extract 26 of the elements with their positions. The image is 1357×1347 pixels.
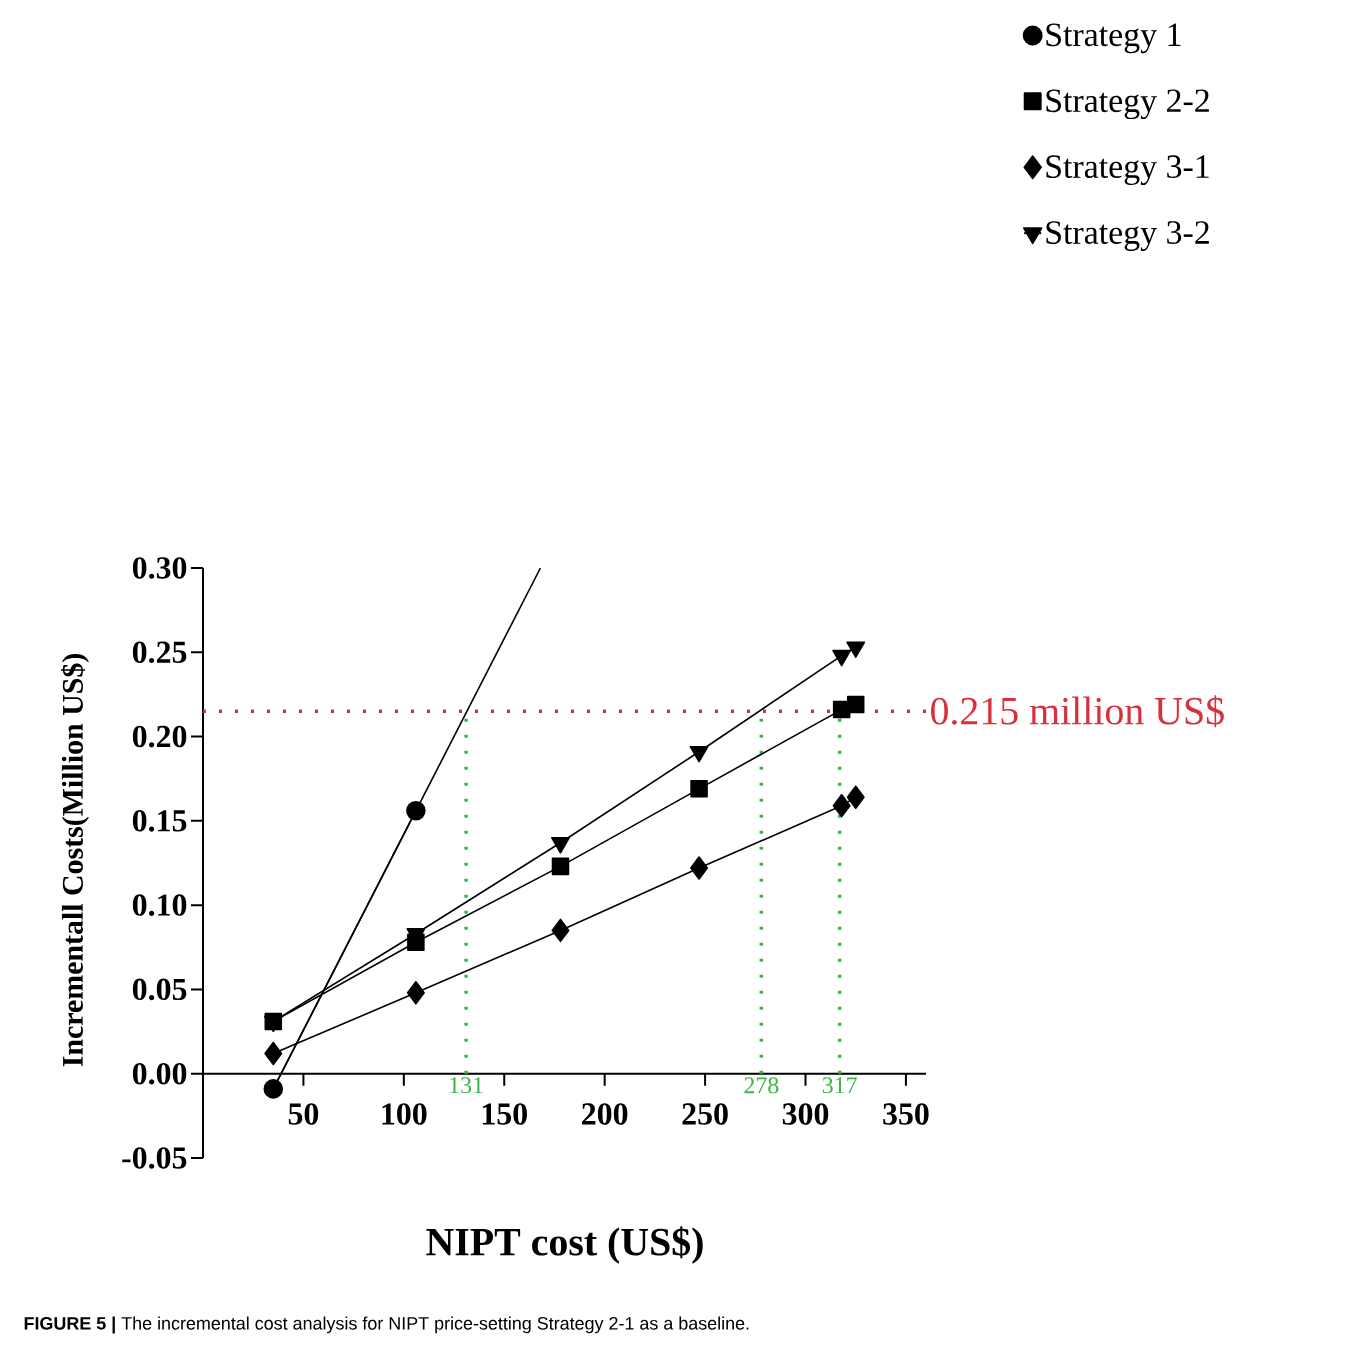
x-tick-label: 300: [782, 1103, 829, 1125]
ref-line-label: 131: [450, 1077, 483, 1094]
ref-line-label: 317: [822, 1077, 857, 1094]
x-tick-label: 50: [288, 1103, 319, 1125]
legend-label: Strategy 3-2: [1046, 221, 1209, 251]
y-tick-label: 0.30: [132, 557, 187, 579]
x-tick-label: 150: [482, 1103, 527, 1125]
ref-line-label: 0.215 million US$: [931, 695, 1224, 728]
y-tick-label: 0.05: [132, 978, 187, 1001]
y-tick-label: 0.00: [132, 1062, 187, 1085]
legend-label: Strategy 1: [1046, 23, 1181, 54]
x-tick-label: 200: [582, 1103, 628, 1125]
y-tick-label: -0.05: [122, 1147, 187, 1169]
y-tick-label: 0.15: [132, 810, 187, 832]
x-tick-label: 350: [883, 1103, 929, 1125]
x-axis-title: NIPT cost (US$): [426, 1226, 703, 1264]
x-tick-label: 100: [382, 1103, 427, 1125]
text: FIGURE 5 | The incremental cost analysis for NIPT price-setting Strategy 2-1 as a baseline.: [24, 1316, 749, 1334]
y-tick-label: 0.25: [132, 641, 187, 664]
ref-line-label: 278: [744, 1077, 779, 1094]
x-tick-label: 250: [682, 1103, 728, 1125]
legend-label: Strategy 2-2: [1046, 89, 1209, 120]
y-tick-label: 0.10: [132, 894, 187, 916]
y-axis-title: Incrementall Costs(Million US$): [61, 654, 89, 1067]
legend-label: Strategy 3-1: [1046, 155, 1209, 186]
y-tick-label: 0.20: [132, 725, 187, 748]
